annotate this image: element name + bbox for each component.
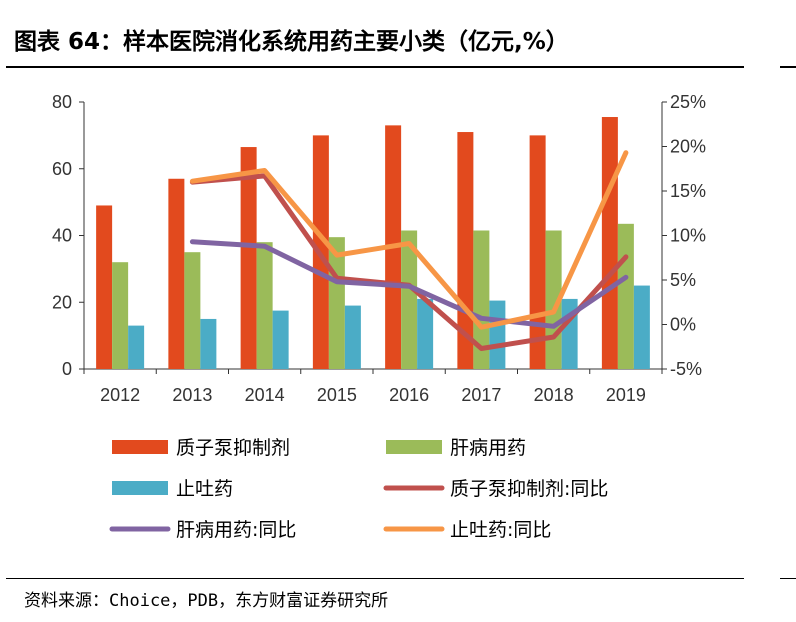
bar-liver xyxy=(401,230,418,369)
bar-liver xyxy=(473,230,490,369)
legend-liver-yoy-label: 肝病用药:同比 xyxy=(176,519,296,541)
bar-liver xyxy=(617,223,634,369)
right-tick-label: 20% xyxy=(670,137,706,157)
bar-ppi xyxy=(168,178,185,369)
chart-title: 图表 64：样本医院消化系统用药主要小类（亿元,%） xyxy=(14,29,569,55)
x-tick-label: 2017 xyxy=(461,385,501,405)
left-tick-label: 80 xyxy=(52,92,72,112)
bar-liver xyxy=(112,262,129,369)
bar-ppi xyxy=(96,205,113,369)
bar-antiemetic xyxy=(128,325,145,369)
bar-ppi xyxy=(601,117,618,369)
x-tick-label: 2016 xyxy=(389,385,429,405)
right-tick-label: 5% xyxy=(670,270,696,290)
line-liver-yoy xyxy=(189,239,629,329)
x-tick-label: 2013 xyxy=(172,385,212,405)
right-tick-label: 15% xyxy=(670,181,706,201)
x-tick-label: 2014 xyxy=(245,385,285,405)
right-tick-label: 10% xyxy=(670,226,706,246)
line-antiemetic-yoy xyxy=(189,150,629,330)
legend-ppi-label: 质子泵抑制剂 xyxy=(176,437,290,459)
bar-liver xyxy=(256,242,273,369)
source-rule-right xyxy=(780,578,796,579)
source-rule xyxy=(6,578,744,579)
bar-antiemetic xyxy=(272,310,289,369)
left-tick-label: 40 xyxy=(52,226,72,246)
bar-series xyxy=(96,117,650,369)
legend-liver-swatch xyxy=(386,440,442,454)
legend-liver-label: 肝病用药 xyxy=(450,437,526,459)
bar-antiemetic xyxy=(417,298,434,369)
bar-liver xyxy=(184,252,201,369)
left-tick-label: 0 xyxy=(62,359,72,379)
x-tick-label: 2015 xyxy=(317,385,357,405)
right-tick-label: -5% xyxy=(670,359,702,379)
legend-antiemetic-label: 止吐药 xyxy=(176,478,233,500)
left-tick-label: 20 xyxy=(52,292,72,312)
right-tick-label: 25% xyxy=(670,92,706,112)
legend-antiemetic-yoy-label: 止吐药:同比 xyxy=(450,519,551,541)
x-tick-label: 2018 xyxy=(534,385,574,405)
bar-antiemetic xyxy=(633,285,650,369)
title-rule xyxy=(6,66,744,68)
legend-antiemetic-swatch xyxy=(112,481,168,495)
right-tick-label: 0% xyxy=(670,315,696,335)
title-rule-right xyxy=(780,66,796,68)
bar-ppi xyxy=(529,135,546,369)
bar-ppi xyxy=(240,147,257,369)
bar-antiemetic xyxy=(200,318,217,369)
bar-antiemetic xyxy=(489,300,506,369)
x-tick-label: 2012 xyxy=(100,385,140,405)
chart-axes: 0 20 40 60 80 -5% 0% 5% 10% 15% 20% 25% 2012 2013 2014… xyxy=(52,92,706,405)
source-note: 资料来源：Choice，PDB，东方财富证券研究所 xyxy=(24,591,389,611)
legend-ppi-swatch xyxy=(112,440,168,454)
line-series xyxy=(189,150,629,351)
chart-canvas: 0 20 40 60 80 -5% 0% 5% 10% 15% 20% 25% 2012 2013 2014… xyxy=(52,92,706,541)
legend-ppi-yoy-label: 质子泵抑制剂:同比 xyxy=(450,478,608,500)
bar-antiemetic xyxy=(344,305,361,369)
x-tick-label: 2019 xyxy=(606,385,646,405)
left-tick-label: 60 xyxy=(52,159,72,179)
